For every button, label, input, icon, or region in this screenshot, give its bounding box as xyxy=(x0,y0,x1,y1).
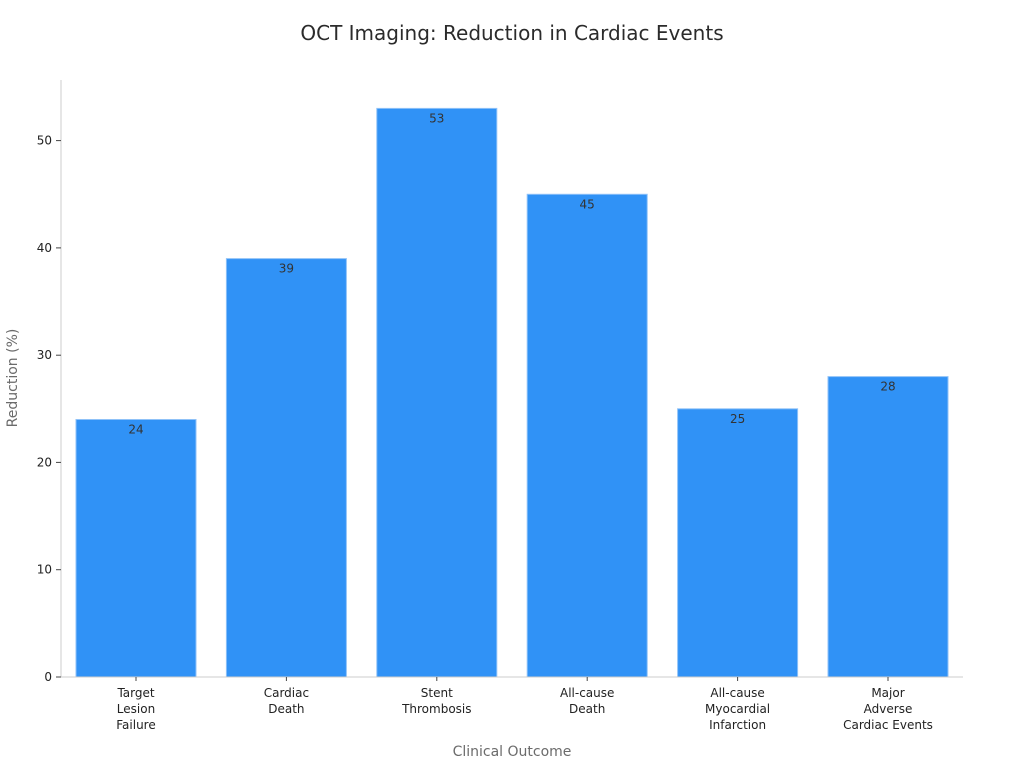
bar xyxy=(677,408,799,678)
x-tick-label-line: Thrombosis xyxy=(401,702,471,716)
y-tick-label: 50 xyxy=(37,134,52,148)
x-tick-label-line: All-cause xyxy=(560,686,614,700)
bar-value-label: 28 xyxy=(880,380,895,394)
bar xyxy=(526,193,648,678)
value-labels-layer: 24 39 53 45 25 28 xyxy=(128,111,895,436)
x-tick-label-line: Stent xyxy=(421,686,453,700)
x-tick-label-line: Major xyxy=(871,686,904,700)
x-tick-label: All-cause Myocardial Infarction xyxy=(705,686,770,732)
y-tick-label: 10 xyxy=(37,563,52,577)
axes-layer xyxy=(60,80,963,678)
bar xyxy=(827,376,949,678)
x-tick-label: Target Lesion Failure xyxy=(116,686,155,732)
x-axis-label: Clinical Outcome xyxy=(453,744,572,760)
y-tick-label: 0 xyxy=(44,670,52,684)
bar-value-label: 53 xyxy=(429,111,444,125)
x-tick-label-line: Lesion xyxy=(117,702,155,716)
x-tick-label-line: Death xyxy=(268,702,304,716)
chart-title: OCT Imaging: Reduction in Cardiac Events xyxy=(300,21,723,45)
y-tick-label: 20 xyxy=(37,455,52,469)
y-tick-label: 40 xyxy=(37,241,52,255)
x-ticks-layer: Target Lesion Failure Cardiac Death Stent Thro… xyxy=(116,677,933,732)
bar-value-label: 24 xyxy=(128,423,143,437)
bar xyxy=(376,107,498,678)
x-tick-label-line: Death xyxy=(569,702,605,716)
x-tick-label: Stent Thrombosis xyxy=(401,686,471,716)
x-tick-label: Cardiac Death xyxy=(264,686,309,716)
x-tick-label-line: Cardiac xyxy=(264,686,309,700)
x-tick-label: Major Adverse Cardiac Events xyxy=(843,686,933,732)
x-tick-label-line: All-cause xyxy=(710,686,764,700)
y-ticks-layer: 0 10 20 30 40 50 xyxy=(37,134,61,684)
y-tick-label: 30 xyxy=(37,348,52,362)
x-tick-label-line: Failure xyxy=(116,718,155,732)
bar-value-label: 39 xyxy=(279,262,294,276)
x-tick-label-line: Infarction xyxy=(709,718,766,732)
x-tick-label-line: Cardiac Events xyxy=(843,718,933,732)
x-tick-label-line: Myocardial xyxy=(705,702,770,716)
bar-value-label: 25 xyxy=(730,412,745,426)
x-tick-label-line: Adverse xyxy=(864,702,913,716)
x-tick-label: All-cause Death xyxy=(560,686,614,716)
y-axis-label: Reduction (%) xyxy=(5,329,21,428)
bar xyxy=(225,258,347,678)
x-tick-label-line: Target xyxy=(116,686,154,700)
bars-layer xyxy=(75,107,949,678)
bar xyxy=(75,419,197,678)
bar-value-label: 45 xyxy=(580,197,595,211)
